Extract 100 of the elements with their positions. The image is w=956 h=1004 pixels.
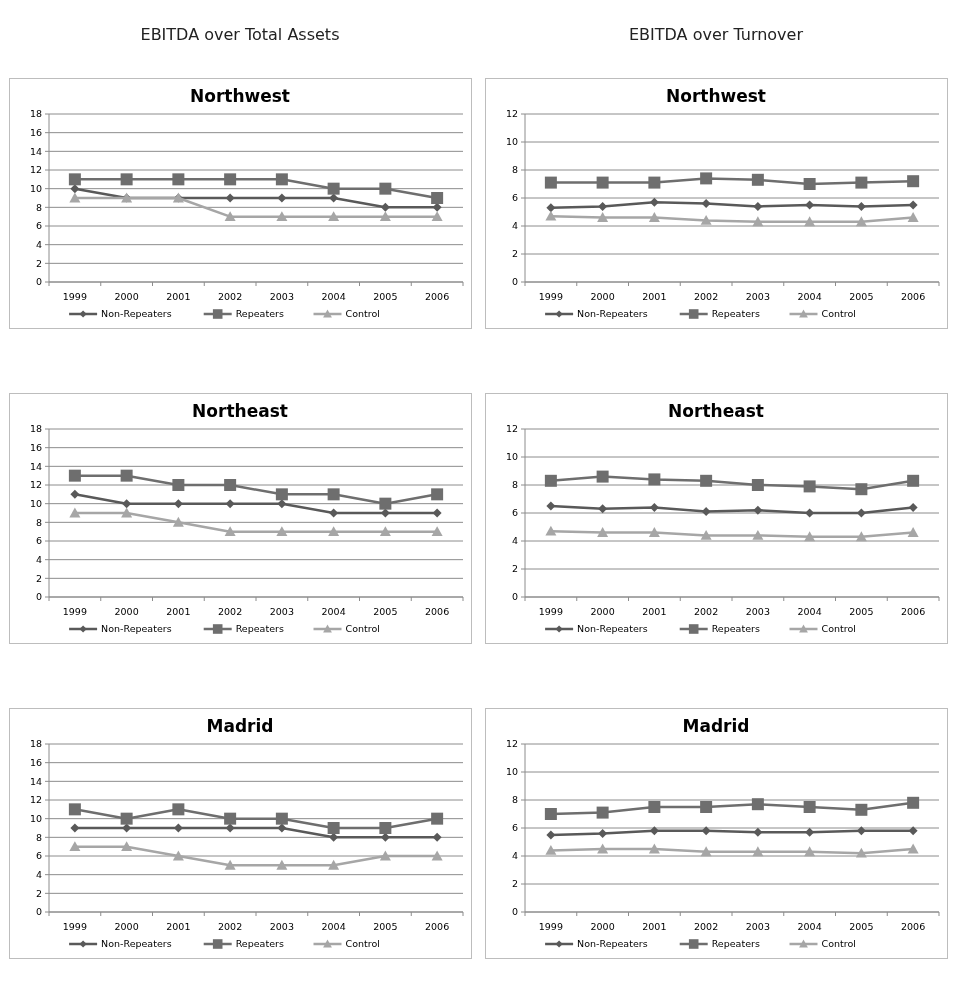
legend-label: Non-Repeaters — [577, 938, 648, 950]
legend-label: Repeaters — [235, 308, 284, 320]
legend-label: Non-Repeaters — [577, 308, 648, 320]
y-tick-label: 10 — [29, 812, 42, 824]
chart-title: Northeast — [668, 401, 764, 421]
point — [648, 843, 660, 854]
point — [431, 211, 443, 222]
y-tick-label: 4 — [35, 553, 42, 565]
point — [225, 823, 235, 833]
x-tick-label: 2000 — [114, 606, 139, 617]
point — [751, 173, 764, 186]
point — [379, 850, 391, 861]
x-tick-label: 2001 — [642, 291, 667, 302]
point — [277, 193, 287, 203]
x-tick-label: 2006 — [901, 606, 926, 617]
point — [327, 822, 340, 834]
legend-label: Control — [345, 623, 380, 635]
legend-label: Repeaters — [235, 623, 284, 635]
x-tick-label: 2002 — [218, 291, 243, 302]
point — [329, 193, 339, 203]
y-tick-label: 4 — [511, 850, 518, 862]
x-tick-label: 2002 — [694, 606, 719, 617]
point — [122, 499, 132, 509]
point — [753, 201, 763, 211]
x-tick-label: 2001 — [166, 291, 191, 302]
point — [752, 529, 764, 540]
point — [908, 502, 918, 512]
point — [120, 469, 133, 482]
point — [804, 531, 816, 542]
y-tick-label: 16 — [29, 756, 42, 768]
legend-label: Repeaters — [711, 623, 760, 635]
point — [379, 526, 391, 537]
point — [277, 499, 287, 509]
x-tick-label: 2003 — [269, 606, 294, 617]
point — [597, 212, 609, 222]
x-tick-label: 2005 — [373, 606, 398, 617]
point — [224, 479, 237, 491]
point — [275, 812, 288, 825]
chart-title: Madrid — [206, 716, 274, 736]
point — [70, 184, 80, 194]
point — [70, 489, 80, 499]
y-tick-label: 6 — [35, 850, 42, 862]
y-tick-label: 2 — [511, 563, 518, 575]
point — [545, 210, 557, 221]
point — [431, 192, 444, 204]
y-tick-label: 10 — [505, 451, 518, 463]
legend-label: Control — [821, 308, 856, 320]
point — [544, 808, 557, 820]
x-tick-label: 2000 — [590, 921, 615, 932]
point — [804, 216, 816, 227]
point — [908, 200, 918, 210]
point — [328, 211, 340, 222]
point — [328, 526, 340, 537]
y-tick-label: 8 — [511, 794, 518, 806]
point — [431, 488, 444, 501]
y-tick-label: 8 — [35, 516, 42, 528]
point — [224, 859, 236, 870]
y-tick-label: 16 — [29, 126, 42, 138]
y-tick-label: 2 — [35, 572, 42, 584]
point — [753, 827, 763, 837]
point — [545, 844, 557, 855]
point — [546, 203, 556, 213]
point — [225, 193, 235, 203]
point — [907, 474, 920, 487]
point — [172, 850, 184, 861]
legend-label: Repeaters — [711, 308, 760, 320]
chart-subtitle: EBITDA over Total Assets — [140, 25, 340, 44]
chart-title: Northwest — [666, 86, 766, 106]
x-tick-label: 2001 — [166, 921, 191, 932]
x-tick-label: 2006 — [425, 291, 450, 302]
x-tick-label: 2003 — [745, 921, 770, 932]
x-tick-label: 2000 — [114, 921, 139, 932]
y-tick-label: 14 — [29, 460, 42, 472]
point — [803, 801, 816, 813]
point — [545, 525, 557, 536]
point — [224, 812, 237, 825]
y-tick-label: 6 — [511, 822, 518, 834]
y-tick-label: 12 — [505, 738, 518, 750]
point — [907, 212, 919, 222]
x-tick-label: 2001 — [642, 606, 667, 617]
point — [648, 527, 660, 537]
x-tick-label: 1999 — [62, 921, 87, 932]
y-tick-label: 0 — [511, 906, 518, 918]
point — [855, 803, 868, 816]
point — [327, 488, 340, 501]
point — [648, 212, 660, 222]
point — [701, 826, 711, 836]
legend-label: Repeaters — [235, 938, 284, 950]
chart-title: Northeast — [192, 401, 288, 421]
point — [596, 806, 609, 819]
y-tick-label: 6 — [35, 220, 42, 232]
y-tick-label: 8 — [511, 479, 518, 491]
point — [379, 182, 392, 195]
point — [804, 846, 816, 857]
point — [327, 182, 340, 195]
x-tick-label: 2004 — [797, 606, 822, 617]
y-tick-label: 2 — [511, 878, 518, 890]
y-tick-label: 0 — [511, 276, 518, 288]
legend-label: Non-Repeaters — [101, 308, 172, 320]
point — [173, 499, 183, 509]
